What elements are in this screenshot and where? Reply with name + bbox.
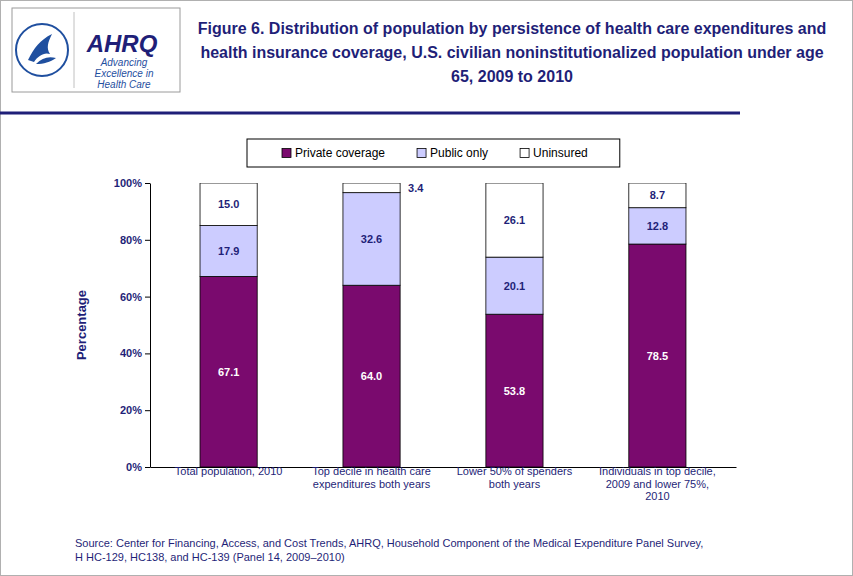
legend-swatch	[282, 149, 291, 158]
y-tick-mark	[145, 467, 150, 468]
bar-segment	[486, 183, 543, 257]
legend-label: Private coverage	[295, 146, 385, 160]
source-note: Source: Center for Financing, Access, an…	[75, 537, 703, 549]
bar-segment	[486, 314, 543, 467]
bar-segment	[629, 183, 686, 208]
bars	[200, 183, 686, 467]
text-line: Top decile in health care	[312, 465, 431, 477]
y-tick-label: 60%	[120, 291, 142, 303]
y-tick-mark	[145, 410, 150, 411]
bar-segment	[200, 226, 257, 277]
x-tick-label: Individuals in top decile,2009 and lower…	[599, 465, 716, 502]
bar-segment	[200, 276, 257, 467]
x-tick-label: Lower 50% of spendersboth years	[457, 465, 573, 490]
y-tick-label: 40%	[120, 347, 142, 359]
data-label: 17.9	[218, 245, 239, 257]
logo-text: AHRQ	[86, 30, 158, 57]
data-label: 32.6	[361, 233, 382, 245]
x-axis: Total population, 2010 Top decile in heal…	[151, 465, 737, 502]
data-label: 53.8	[504, 385, 525, 397]
y-axis-line	[150, 184, 151, 468]
y-tick-mark	[145, 353, 150, 354]
header-rule	[0, 112, 740, 115]
text-line: health insurance coverage, U.S. civilian…	[200, 44, 823, 61]
text-line: Lower 50% of spenders	[457, 465, 573, 477]
legend: Private coverage Public only Uninsured	[247, 139, 620, 167]
bar-segment	[343, 183, 400, 193]
text-line: Total population, 2010	[175, 465, 283, 477]
x-tick: Individuals in top decile,2009 and lower…	[599, 465, 716, 502]
text-line: expenditures both years	[313, 478, 431, 490]
text-line: 2010	[645, 490, 669, 502]
x-tick: Total population, 2010	[175, 465, 283, 477]
bar-segment	[629, 244, 686, 467]
bar-segment	[343, 285, 400, 467]
text-line: 65, 2009 to 2010	[451, 68, 573, 85]
x-tick: Top decile in health careexpenditures bo…	[312, 465, 431, 490]
data-label: 8.7	[650, 189, 665, 201]
data-label: 78.5	[647, 350, 668, 362]
text-line: Figure 6. Distribution of population by …	[198, 20, 827, 37]
y-tick-mark	[145, 183, 150, 184]
y-tick: 100%	[114, 177, 150, 189]
y-tick: 80%	[120, 234, 150, 246]
data-label: 67.1	[218, 366, 239, 378]
background	[1, 1, 853, 576]
hhs-eagle	[28, 34, 56, 64]
y-tick: 20%	[120, 404, 150, 416]
bar-segment	[629, 208, 686, 244]
chart-root: AHRQAdvancingExcellence inHealth Care Fig…	[0, 0, 853, 576]
y-tick: 0%	[126, 461, 150, 473]
y-tick-label: 100%	[114, 177, 142, 189]
bar-segment	[200, 183, 257, 226]
hhs-seal	[16, 24, 68, 76]
text-line: Individuals in top decile,	[599, 465, 716, 477]
x-tick-label: Total population, 2010	[175, 465, 283, 477]
data-label: 15.0	[218, 198, 239, 210]
text-line: 2009 and lower 75%,	[606, 478, 709, 490]
text-line: both years	[489, 478, 541, 490]
logo-divider	[74, 12, 75, 88]
logo-tagline: Health Care	[97, 79, 151, 90]
legend-label: Public only	[430, 146, 488, 160]
y-tick-label: 20%	[120, 404, 142, 416]
source-note: H HC-129, HC138, and HC-139 (Panel 14, 2…	[75, 551, 345, 563]
data-label: 64.0	[361, 370, 382, 382]
legend-label: Uninsured	[533, 146, 588, 160]
x-tick-label: Top decile in health careexpenditures bo…	[312, 465, 431, 490]
y-tick-mark	[145, 240, 150, 241]
y-tick: 60%	[120, 291, 150, 303]
y-axis-title: Percentage	[74, 290, 89, 360]
logo-tagline: Advancing	[100, 57, 148, 68]
logo-tagline: Excellence in	[95, 68, 154, 79]
chart-title: Figure 6. Distribution of population by …	[198, 20, 827, 85]
y-tick-label: 80%	[120, 234, 142, 246]
data-label: 26.1	[504, 214, 525, 226]
y-tick-label: 0%	[126, 461, 142, 473]
legend-box	[247, 139, 620, 167]
legend-swatch	[520, 149, 529, 158]
data-label: 12.8	[647, 220, 668, 232]
y-tick: 40%	[120, 347, 150, 359]
logo-group: AHRQAdvancingExcellence inHealth Care	[12, 8, 180, 92]
bar-segment	[486, 257, 543, 314]
data-label: 3.4	[408, 182, 424, 194]
legend-swatch	[417, 149, 426, 158]
bar-segment	[343, 193, 400, 286]
data-labels: 67.1 64.0 53.8 78.5 17.9 32.6 20.1 12.8 15.0 3.4 2…	[218, 182, 668, 397]
logo-box	[12, 8, 180, 92]
chart-svg: AHRQAdvancingExcellence inHealth Care Fig…	[0, 0, 853, 576]
data-label: 20.1	[504, 280, 525, 292]
y-axis: 0% 20% 40% 60% 80% 100%	[114, 177, 151, 473]
y-tick-mark	[145, 297, 150, 298]
x-tick: Lower 50% of spendersboth years	[457, 465, 573, 490]
